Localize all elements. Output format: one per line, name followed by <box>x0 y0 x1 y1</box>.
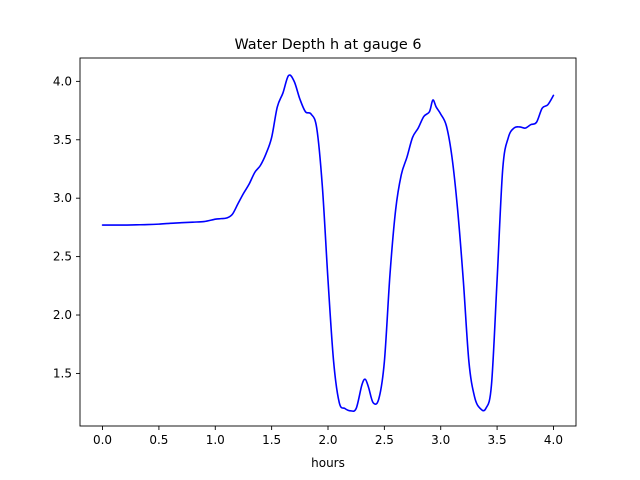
y-tick-label: 4.0 <box>53 74 72 88</box>
x-tick-label: 3.0 <box>431 433 450 447</box>
x-axis-ticks: 0.0 0.5 1.0 1.5 2.0 2.5 3.0 3.5 4.0 <box>93 426 563 447</box>
y-tick-label: 2.0 <box>53 308 72 322</box>
series-line-0 <box>101 74 555 413</box>
x-tick-label: 3.5 <box>488 433 507 447</box>
x-tick-label: 0.0 <box>93 433 112 447</box>
series-layer <box>101 74 555 413</box>
x-tick-label: 2.5 <box>375 433 394 447</box>
x-tick-label: 2.0 <box>318 433 337 447</box>
x-tick-label: 1.5 <box>262 433 281 447</box>
y-tick-label: 2.5 <box>53 250 72 264</box>
y-tick-label: 1.5 <box>53 366 72 380</box>
axes-frame <box>79 57 577 427</box>
x-tick-label: 4.0 <box>544 433 563 447</box>
x-axis-label: hours <box>311 456 345 470</box>
y-tick-label: 3.0 <box>53 191 72 205</box>
chart-title: Water Depth h at gauge 6 <box>234 37 421 53</box>
x-tick-label: 1.0 <box>206 433 225 447</box>
y-axis-ticks: 1.5 2.0 2.5 3.0 3.5 4.0 <box>53 74 80 380</box>
x-tick-label: 0.5 <box>149 433 168 447</box>
y-tick-label: 3.5 <box>53 133 72 147</box>
